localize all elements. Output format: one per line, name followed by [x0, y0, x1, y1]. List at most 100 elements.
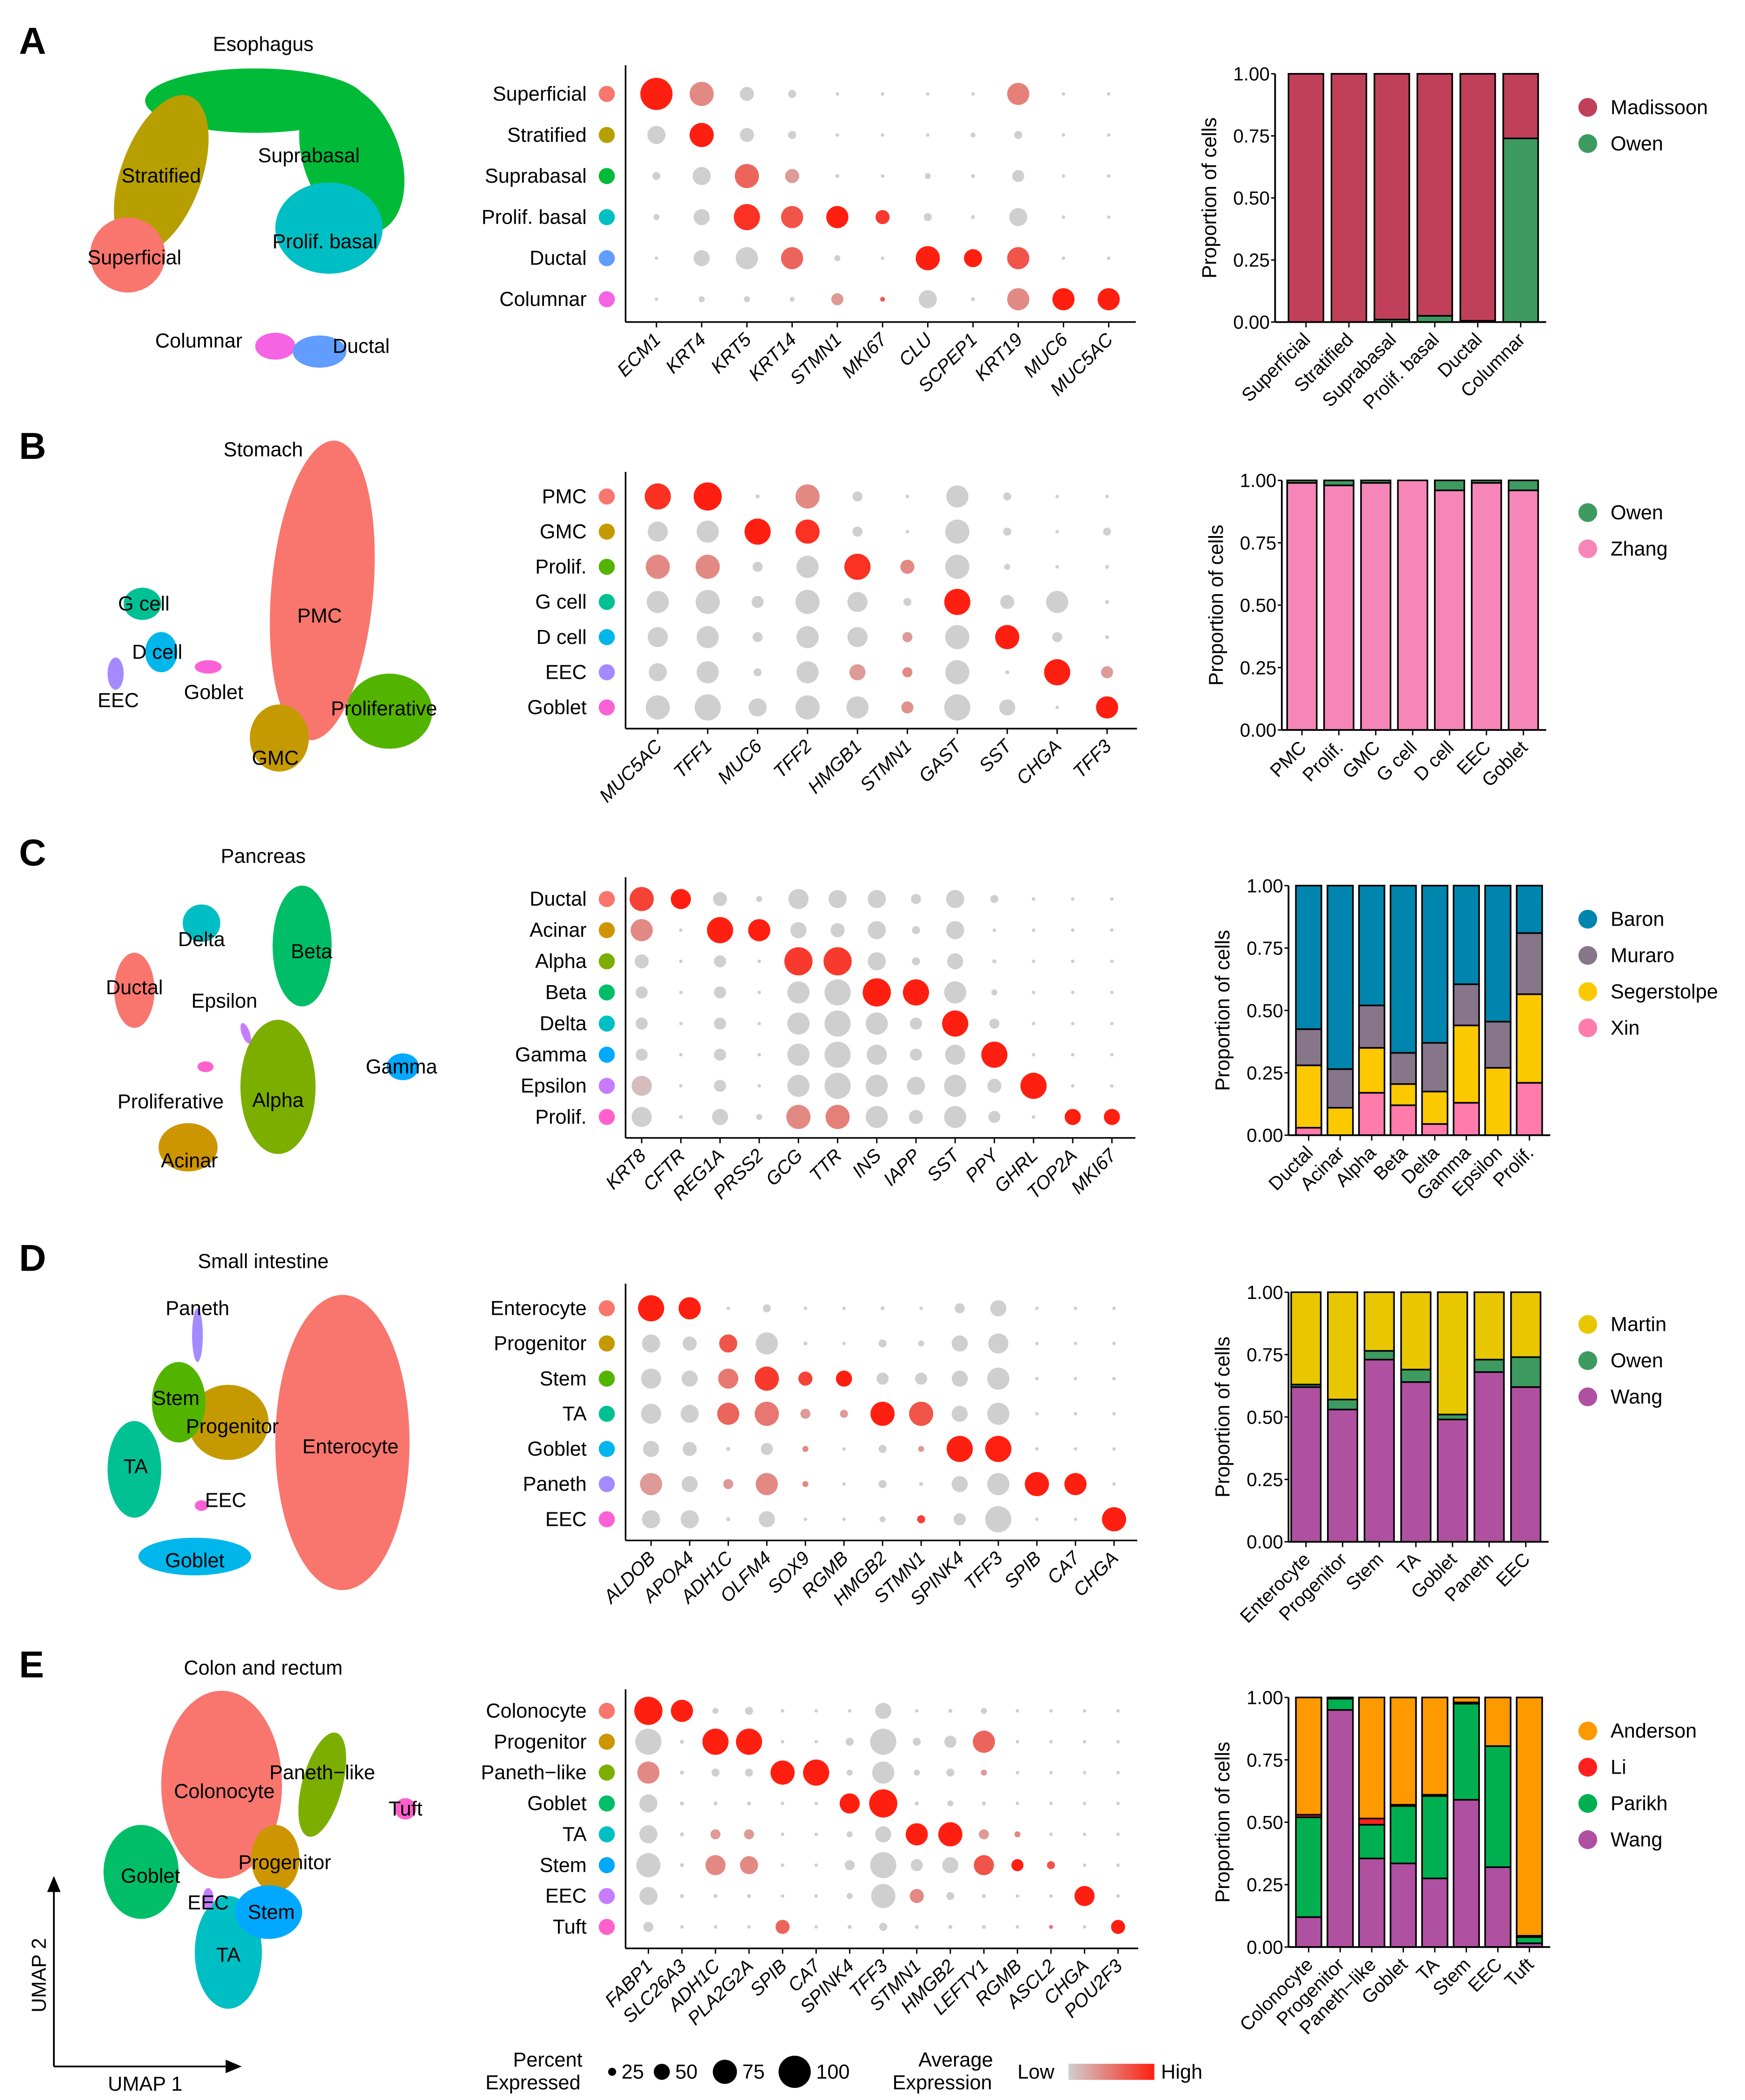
- bar-segment: [1473, 1371, 1505, 1543]
- expression-dot: [842, 1447, 846, 1451]
- expression-dot: [735, 164, 759, 188]
- bar-segment: [1286, 479, 1318, 484]
- expression-dot: [679, 928, 683, 932]
- expression-dot: [1110, 1021, 1114, 1026]
- gene-label: GCG: [761, 1145, 807, 1190]
- expression-dot: [745, 1707, 753, 1715]
- umap-title: Colon and rectum: [184, 1657, 343, 1679]
- panel-letter: A: [19, 20, 46, 62]
- legend-swatch: [1578, 1387, 1598, 1406]
- bar-segment: [1453, 983, 1480, 1027]
- expression-dot: [814, 1863, 818, 1867]
- expression-dot: [981, 1041, 1008, 1068]
- expression-dot: [971, 92, 975, 96]
- legend-label: Baron: [1611, 908, 1665, 931]
- umap-title: Esophagus: [213, 33, 314, 56]
- expression-dot: [844, 554, 871, 580]
- bar-segment: [1510, 1291, 1542, 1358]
- expression-dot: [835, 174, 840, 179]
- bar-segment: [1434, 479, 1466, 491]
- bar-segment: [1295, 1816, 1322, 1918]
- expression-dot: [831, 293, 843, 305]
- gene-label: INS: [848, 1145, 885, 1182]
- expression-dot: [1116, 1894, 1120, 1898]
- expression-dot: [1074, 1377, 1077, 1381]
- umap-cluster: [240, 1020, 316, 1154]
- expression-dot: [736, 247, 758, 270]
- expression-dot: [865, 1106, 888, 1128]
- expression-dot: [912, 957, 920, 966]
- expression-dot: [796, 556, 819, 578]
- expression-dot: [971, 297, 975, 301]
- expression-dot: [710, 1829, 721, 1840]
- expression-dot: [924, 173, 931, 179]
- cell-type-color-dot: [598, 664, 615, 681]
- expression-dot: [944, 589, 971, 615]
- expression-dot: [1074, 1447, 1077, 1451]
- gene-label: TTR: [805, 1145, 846, 1186]
- cell-type-color-dot: [598, 1335, 615, 1352]
- bar-segment: [1502, 73, 1539, 139]
- expression-dot: [911, 894, 921, 904]
- expression-dot: [1032, 959, 1035, 963]
- expression-dot: [973, 1730, 995, 1753]
- expression-dot: [824, 1010, 851, 1037]
- bar-segment: [1358, 1092, 1386, 1136]
- dotplot-row-label: Superficial: [493, 83, 587, 105]
- dotplot-row-label: Progenitor: [494, 1332, 587, 1355]
- expression-dot: [916, 246, 940, 271]
- expression-dot: [693, 209, 710, 225]
- expression-dot: [881, 256, 884, 260]
- legend-label: Martin: [1611, 1313, 1666, 1336]
- expression-dot: [1020, 1073, 1047, 1099]
- expression-dot: [947, 1800, 954, 1807]
- expression-dot: [802, 1481, 809, 1487]
- bar-category-label: EEC: [1464, 1954, 1506, 1996]
- gene-label: TFF2: [769, 735, 816, 782]
- expression-dot: [711, 1769, 720, 1777]
- arrow-right-icon: [226, 2060, 242, 2074]
- expression-dot: [1112, 1447, 1116, 1451]
- dotplot-row-label: Stratified: [507, 124, 587, 146]
- gene-label: KRT4: [661, 329, 710, 378]
- expression-dot: [1107, 174, 1111, 178]
- low-label: Low: [1017, 2061, 1055, 2083]
- expression-dot: [803, 1517, 807, 1521]
- umap-cluster: [138, 1537, 252, 1576]
- expression-dot: [740, 1856, 758, 1875]
- umap-cluster-label: GMC: [252, 747, 299, 769]
- bar-category-label: Prolif.: [1298, 736, 1347, 786]
- expression-dot: [988, 1333, 1009, 1354]
- legend-label: Anderson: [1611, 1720, 1697, 1742]
- expression-dot: [786, 1105, 811, 1129]
- cell-type-color-dot: [598, 1015, 615, 1032]
- expression-dot: [1071, 1084, 1075, 1088]
- legend-label: Owen: [1611, 502, 1663, 524]
- panel-letter: B: [19, 425, 46, 467]
- cell-type-color-dot: [598, 168, 615, 184]
- cell-type-color-dot: [598, 594, 615, 610]
- bar-segment: [1421, 1091, 1448, 1125]
- expression-dot: [1000, 595, 1015, 609]
- expression-dot: [736, 1729, 763, 1755]
- expression-dot: [1014, 1831, 1021, 1838]
- umap-y-label: UMAP 2: [28, 1938, 51, 2012]
- y-tick-label: 1.00: [1240, 470, 1277, 491]
- legend-swatch: [1578, 1722, 1598, 1741]
- bar-segment: [1295, 1126, 1322, 1136]
- expression-dot: [990, 895, 999, 903]
- expression-dot: [987, 1473, 1009, 1496]
- expression-dot: [1105, 495, 1109, 498]
- expression-dot: [909, 1110, 923, 1124]
- umap-cluster: [346, 673, 432, 749]
- umap-cluster-label: Beta: [291, 941, 333, 963]
- expression-dot: [796, 626, 819, 649]
- avg-legend-title: Expression: [893, 2072, 992, 2094]
- expression-dot: [634, 954, 649, 968]
- legend-swatch: [1578, 1758, 1598, 1777]
- expression-dot: [747, 1801, 751, 1806]
- umap-cluster-label: D cell: [132, 641, 182, 663]
- umap-cluster-label: Tuft: [389, 1798, 423, 1820]
- umap-cluster: [107, 657, 124, 690]
- expression-dot: [878, 1480, 887, 1488]
